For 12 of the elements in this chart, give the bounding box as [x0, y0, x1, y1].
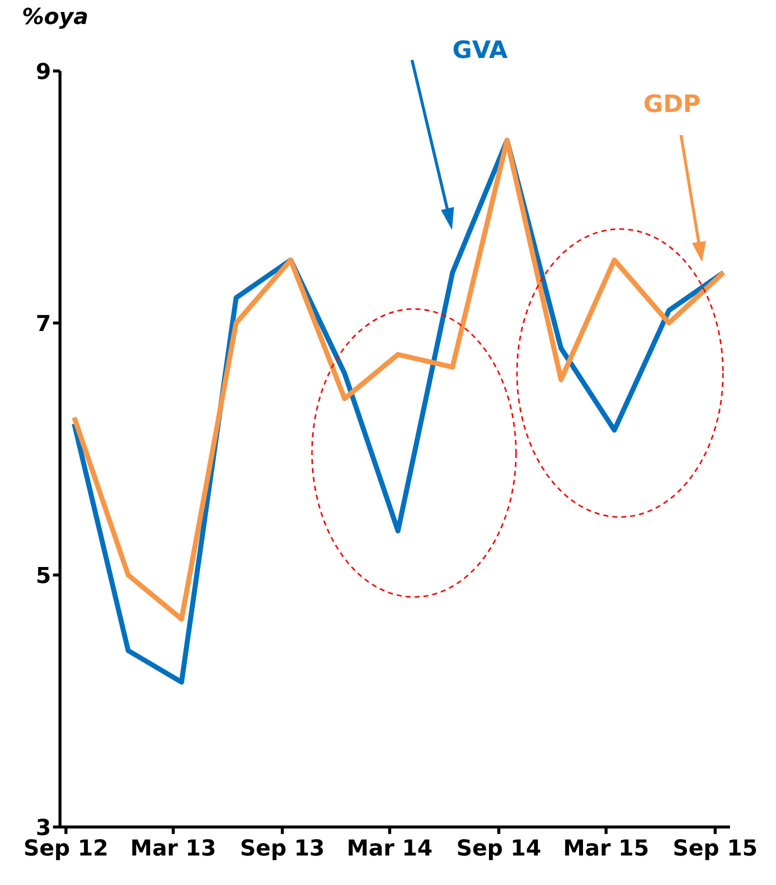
text: GVA: [452, 36, 508, 64]
x-tick-label: Mar 13: [130, 836, 216, 862]
y-tick-label: 9: [36, 60, 51, 85]
x-tick-label: Mar 14: [346, 836, 433, 862]
x-tick-label: Sep 13: [240, 836, 325, 862]
text: GDP: [643, 90, 701, 118]
y-tick-label: 7: [36, 312, 51, 337]
x-tick-label: Mar 15: [563, 836, 650, 862]
x-tick-label: Sep 14: [456, 836, 542, 862]
y-axis-title: %oya: [22, 5, 88, 30]
x-tick-label: Sep 15: [672, 836, 758, 862]
y-tick-label: 5: [36, 564, 51, 589]
